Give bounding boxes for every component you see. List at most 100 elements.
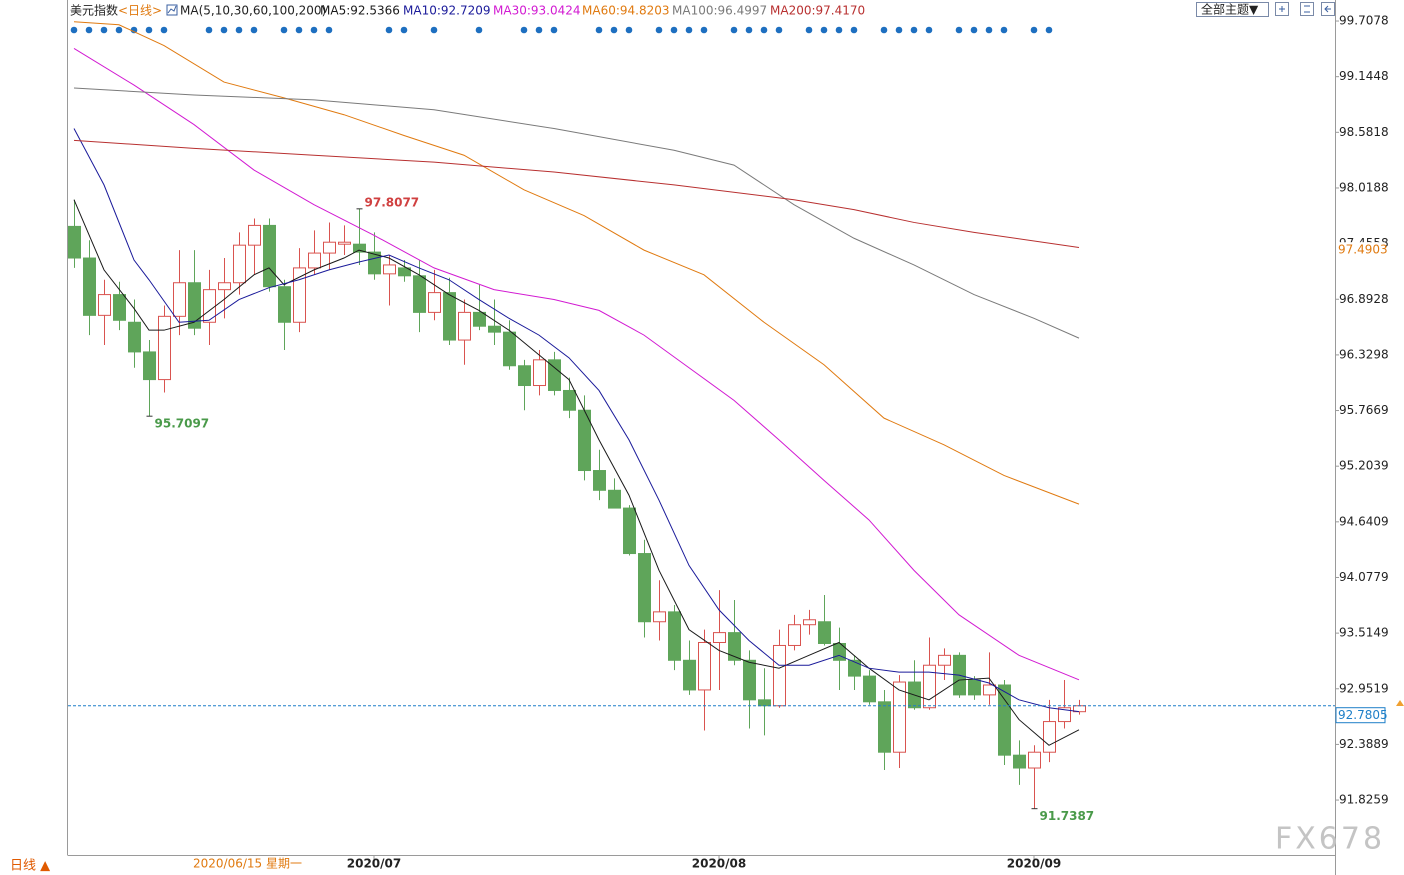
event-marker bbox=[880, 26, 888, 34]
event-marker bbox=[205, 26, 213, 34]
theme-button-label: 全部主题▼ bbox=[1201, 2, 1259, 17]
candle-body bbox=[698, 642, 711, 691]
event-marker bbox=[535, 26, 543, 34]
y-tick-label: 92.9519 bbox=[1339, 681, 1389, 695]
y-tick-label: 92.3889 bbox=[1339, 737, 1389, 751]
event-marker bbox=[700, 26, 708, 34]
candle-body bbox=[233, 244, 246, 284]
event-marker bbox=[625, 26, 633, 34]
candle-body bbox=[803, 619, 816, 626]
ma-line bbox=[73, 48, 1080, 681]
y-tick-label: 95.2039 bbox=[1339, 459, 1389, 473]
low-label: 95.7097 bbox=[155, 417, 210, 431]
x-tick-label: 2020/09 bbox=[1007, 857, 1061, 871]
candle-body bbox=[1058, 707, 1071, 723]
candle-body bbox=[173, 282, 186, 317]
candle-body bbox=[893, 681, 906, 753]
event-marker bbox=[475, 26, 483, 34]
candle-body bbox=[503, 331, 516, 367]
period-label: <日线> bbox=[118, 4, 162, 18]
candle-body bbox=[83, 257, 96, 316]
price-arrow bbox=[1396, 700, 1404, 706]
ma-label: MA(5,10,30,60,100,200) bbox=[180, 4, 326, 18]
price-marker-box bbox=[1335, 707, 1386, 724]
event-marker bbox=[835, 26, 843, 34]
event-marker bbox=[910, 26, 918, 34]
candle-body bbox=[938, 654, 951, 666]
candle-body bbox=[143, 351, 156, 381]
candle-body bbox=[653, 611, 666, 623]
period-button[interactable]: 日线 ▲ bbox=[10, 859, 50, 874]
y-tick-label: 91.8259 bbox=[1339, 793, 1389, 807]
event-marker bbox=[115, 26, 123, 34]
legend-entry: MA30:93.0424 bbox=[493, 4, 581, 18]
ma-line bbox=[73, 87, 1080, 339]
legend-entry: MA60:94.8203 bbox=[582, 4, 670, 18]
y-tick-label: 99.7078 bbox=[1339, 14, 1389, 28]
event-marker bbox=[895, 26, 903, 34]
event-marker bbox=[655, 26, 663, 34]
ma-line bbox=[73, 199, 1080, 746]
candle-body bbox=[353, 243, 366, 253]
event-marker bbox=[325, 26, 333, 34]
candle-body bbox=[398, 267, 411, 277]
tool-icon[interactable] bbox=[1300, 2, 1314, 16]
y-tick-label: 99.1448 bbox=[1339, 69, 1389, 83]
candle-body bbox=[98, 294, 111, 316]
event-marker bbox=[775, 26, 783, 34]
candle-body bbox=[623, 507, 636, 555]
event-marker bbox=[955, 26, 963, 34]
candle-body bbox=[743, 659, 756, 701]
candle-body bbox=[383, 264, 396, 275]
event-marker bbox=[670, 26, 678, 34]
event-marker bbox=[685, 26, 693, 34]
candle-body bbox=[113, 294, 126, 321]
candle-body bbox=[293, 267, 306, 323]
event-marker bbox=[1000, 26, 1008, 34]
candle-body bbox=[128, 321, 141, 353]
y-tick-label: 93.5149 bbox=[1339, 626, 1389, 640]
candle-body bbox=[593, 470, 606, 491]
high-label: 97.8077 bbox=[365, 195, 420, 209]
candle-body bbox=[413, 275, 426, 313]
legend-entry: MA10:92.7209 bbox=[403, 4, 491, 18]
candle-body bbox=[983, 684, 996, 696]
event-marker bbox=[730, 26, 738, 34]
candle-body bbox=[773, 644, 786, 707]
ma-icon-line bbox=[167, 5, 177, 14]
candle-body bbox=[998, 684, 1011, 756]
candle-body bbox=[458, 311, 471, 341]
y-tick-label: 96.8928 bbox=[1339, 292, 1389, 306]
event-marker bbox=[160, 26, 168, 34]
y-tick-label: 98.5818 bbox=[1339, 125, 1389, 139]
ma-line bbox=[73, 139, 1080, 248]
event-marker bbox=[400, 26, 408, 34]
candle-body bbox=[563, 389, 576, 411]
price-marker-box bbox=[1336, 242, 1385, 258]
event-marker bbox=[520, 26, 528, 34]
candle-body bbox=[758, 699, 771, 707]
event-marker bbox=[925, 26, 933, 34]
event-marker bbox=[970, 26, 978, 34]
event-marker bbox=[130, 26, 138, 34]
y-tick-label: 96.3298 bbox=[1339, 347, 1389, 361]
price-marker-label: 97.4903 bbox=[1338, 243, 1388, 257]
event-marker bbox=[805, 26, 813, 34]
candle-body bbox=[1013, 754, 1026, 769]
event-marker bbox=[760, 26, 768, 34]
candle-body bbox=[818, 621, 831, 644]
candle-body bbox=[158, 315, 171, 381]
event-marker bbox=[280, 26, 288, 34]
event-marker bbox=[430, 26, 438, 34]
candle-body bbox=[878, 701, 891, 753]
candle-body bbox=[218, 282, 231, 291]
candle-body bbox=[638, 553, 651, 623]
event-marker bbox=[85, 26, 93, 34]
event-marker bbox=[1045, 26, 1053, 34]
event-marker bbox=[820, 26, 828, 34]
theme-button[interactable] bbox=[1196, 2, 1269, 17]
candle-body bbox=[923, 664, 936, 709]
ma-icon[interactable] bbox=[166, 4, 178, 16]
